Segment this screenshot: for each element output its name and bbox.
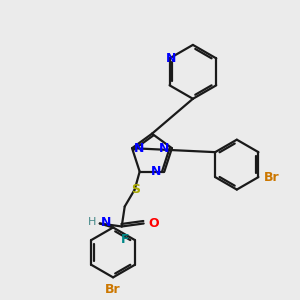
Text: N: N (151, 165, 161, 178)
Text: Br: Br (263, 171, 279, 184)
Text: O: O (149, 217, 159, 230)
Text: N: N (134, 142, 144, 155)
Text: H: H (87, 218, 96, 227)
Text: F: F (121, 233, 130, 247)
Text: N: N (165, 52, 176, 65)
Text: N: N (101, 216, 111, 229)
Text: S: S (131, 183, 140, 196)
Text: N: N (159, 142, 169, 155)
Text: Br: Br (105, 284, 121, 296)
